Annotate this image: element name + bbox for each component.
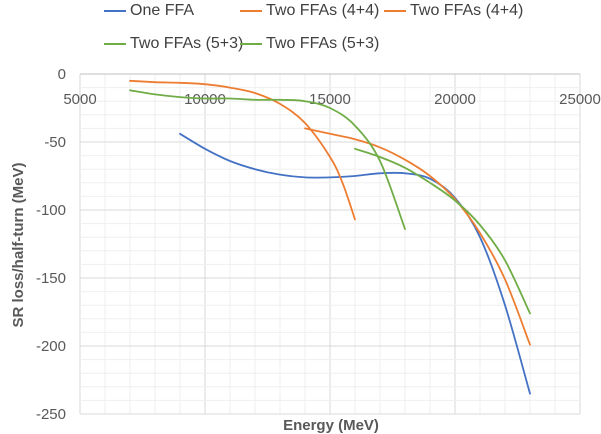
legend-label-two-ffas-5-3-a: Two FFAs (5+3) — [130, 35, 244, 52]
legend-swatch-one-ffa — [104, 10, 126, 12]
legend-item-two-ffas-4-4-a: Two FFAs (4+4) — [240, 2, 379, 20]
grid — [79, 73, 581, 415]
y-axis-title: SR loss/half-turn (MeV) — [10, 162, 27, 327]
x-tick-label: 20000 — [434, 91, 476, 108]
legend-item-two-ffas-4-4-b: Two FFAs (4+4) — [384, 2, 523, 20]
x-tick-label: 25000 — [559, 91, 601, 108]
legend-swatch-two-ffas-5-3-a — [104, 43, 126, 45]
y-tick-label: 0 — [58, 66, 66, 83]
x-tick-label: 15000 — [309, 91, 351, 108]
legend-label-two-ffas-4-4-b: Two FFAs (4+4) — [410, 2, 524, 19]
x-tick-label: 10000 — [184, 91, 226, 108]
y-tick-label: -250 — [36, 406, 66, 423]
legend-label-two-ffas-4-4-a: Two FFAs (4+4) — [266, 2, 380, 19]
x-tick-labels: 5000 10000 15000 20000 25000 — [63, 91, 601, 108]
legend-swatch-two-ffas-4-4-b — [384, 10, 406, 12]
legend-item-two-ffas-5-3-a: Two FFAs (5+3) — [104, 35, 243, 53]
series-line-two-ffas-4-4-a — [129, 79, 356, 221]
legend-label-one-ffa: One FFA — [130, 2, 195, 19]
series-line-one-ffa — [179, 132, 531, 395]
legend-swatch-two-ffas-4-4-a — [240, 10, 262, 12]
legend-item-two-ffas-5-3-b: Two FFAs (5+3) — [240, 35, 379, 53]
y-tick-label: -150 — [36, 270, 66, 287]
legend-swatch-two-ffas-5-3-b — [240, 43, 262, 45]
series-lines — [129, 79, 531, 395]
series-line-two-ffas-5-3-a — [129, 89, 406, 230]
series-line-two-ffas-4-4-b — [304, 127, 531, 346]
legend-label-two-ffas-5-3-b: Two FFAs (5+3) — [266, 35, 380, 52]
series-line-two-ffas-5-3-b — [354, 147, 531, 315]
x-tick-label: 5000 — [63, 91, 96, 108]
legend: One FFA Two FFAs (4+4) Two FFAs (4+4) Tw… — [0, 0, 601, 70]
legend-item-one-ffa: One FFA — [104, 2, 194, 20]
y-tick-label: -50 — [44, 134, 66, 151]
y-tick-label: -200 — [36, 338, 66, 355]
x-axis-title: Energy (MeV) — [283, 417, 379, 434]
y-tick-labels: 0 -50 -100 -150 -200 -250 — [36, 66, 66, 423]
y-tick-label: -100 — [36, 202, 66, 219]
